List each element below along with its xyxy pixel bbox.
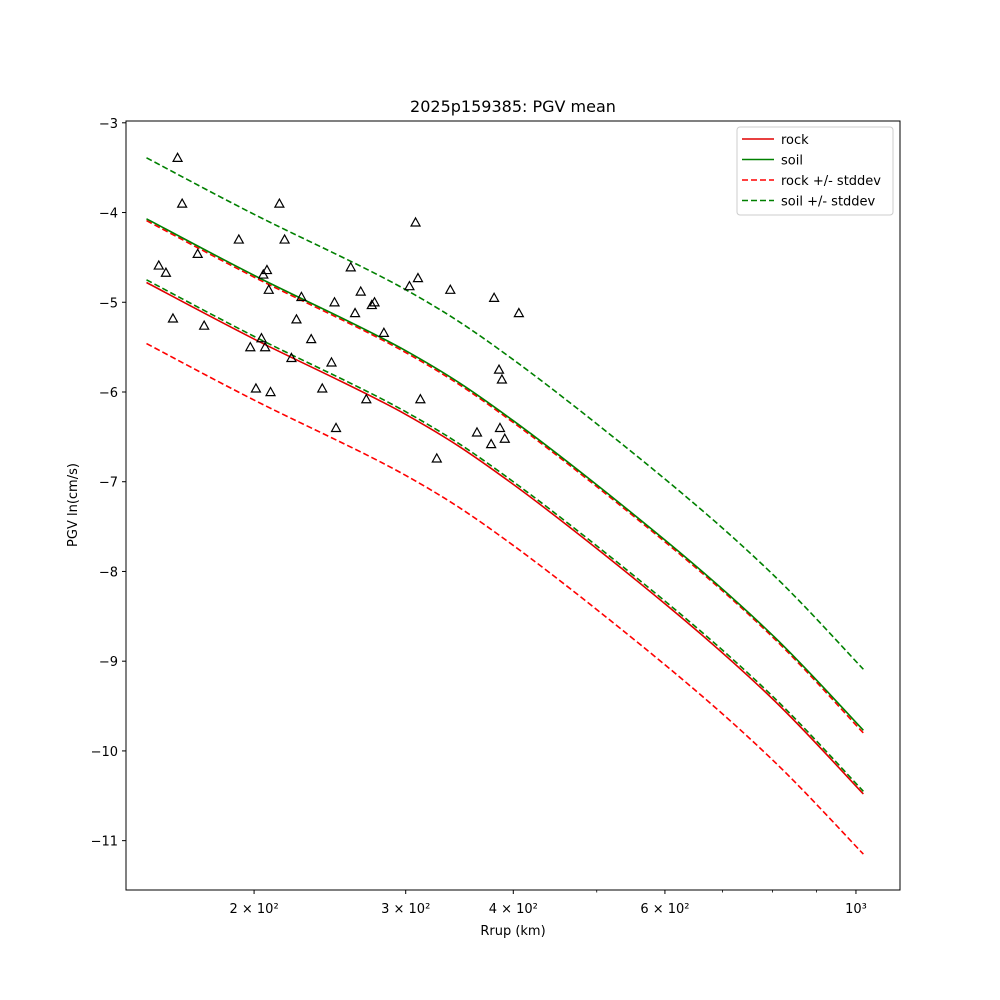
y-tick-label: −11 bbox=[91, 835, 118, 850]
data-point bbox=[513, 307, 525, 318]
legend: rock soil rock +/- stddev soil +/- stddev bbox=[736, 126, 894, 216]
legend-label: soil bbox=[781, 154, 803, 169]
y-tick-label: −6 bbox=[99, 386, 118, 401]
data-point bbox=[160, 266, 172, 277]
data-point bbox=[279, 233, 291, 244]
legend-label: soil +/- stddev bbox=[781, 195, 876, 210]
data-point bbox=[325, 356, 338, 367]
series-line-soil-minus-stddev bbox=[146, 279, 864, 792]
y-tick-label: −5 bbox=[99, 296, 118, 311]
data-point bbox=[261, 264, 273, 275]
x-tick-label: 2 × 10² bbox=[229, 902, 278, 917]
data-point bbox=[295, 291, 307, 302]
x-tick-label: 6 × 10² bbox=[640, 902, 689, 917]
data-point bbox=[265, 386, 277, 397]
series-line-rock-plus-minus-stddev bbox=[146, 219, 864, 734]
data-point bbox=[153, 259, 165, 270]
data-point bbox=[290, 313, 302, 324]
y-tick-label: −10 bbox=[91, 745, 118, 760]
series-line-rock-minus-stddev bbox=[146, 342, 864, 855]
x-tick-label: 3 × 10² bbox=[381, 902, 430, 917]
series-line-soil bbox=[146, 218, 864, 731]
data-point bbox=[494, 422, 506, 433]
data-point bbox=[255, 332, 267, 343]
data-point bbox=[330, 422, 342, 433]
data-point bbox=[403, 280, 415, 291]
legend-box bbox=[736, 126, 894, 216]
data-point bbox=[444, 283, 456, 294]
y-tick-label: −8 bbox=[99, 565, 118, 580]
legend-label: rock bbox=[781, 133, 809, 148]
data-point bbox=[263, 283, 275, 294]
data-point bbox=[285, 352, 297, 363]
data-point bbox=[192, 248, 204, 258]
data-point bbox=[273, 197, 285, 208]
data-point bbox=[250, 382, 262, 393]
data-point bbox=[244, 341, 256, 352]
data-point bbox=[360, 393, 372, 404]
x-axis-label: Rrup (km) bbox=[480, 924, 545, 939]
data-point bbox=[378, 327, 390, 337]
data-point bbox=[410, 216, 422, 227]
data-point bbox=[369, 296, 381, 307]
data-point bbox=[233, 233, 245, 244]
data-point bbox=[345, 261, 357, 272]
series-line-soil-plus-minus-stddev bbox=[146, 157, 864, 670]
y-tick-label: −9 bbox=[99, 655, 118, 670]
data-point bbox=[471, 426, 483, 437]
chart-title: 2025p159385: PGV mean bbox=[410, 97, 616, 116]
data-point bbox=[316, 382, 328, 393]
data-point bbox=[349, 307, 361, 318]
plot-frame bbox=[125, 120, 901, 891]
y-tick-label: −7 bbox=[99, 476, 118, 491]
data-point bbox=[412, 272, 424, 283]
data-point bbox=[493, 363, 505, 374]
y-tick-label: −4 bbox=[99, 207, 118, 222]
x-tick-label: 4 × 10² bbox=[489, 902, 538, 917]
data-point bbox=[259, 341, 271, 352]
y-tick-label: −3 bbox=[99, 117, 118, 132]
x-tick-label: 10³ bbox=[845, 902, 867, 917]
data-point bbox=[366, 299, 378, 310]
data-point bbox=[172, 152, 184, 162]
data-point bbox=[167, 312, 179, 323]
legend-label: rock +/- stddev bbox=[781, 174, 881, 189]
data-point bbox=[329, 296, 341, 307]
data-point bbox=[305, 333, 317, 344]
data-point bbox=[198, 319, 210, 330]
data-point bbox=[414, 393, 426, 404]
data-point bbox=[431, 452, 443, 463]
series-line-rock bbox=[146, 281, 864, 795]
data-point bbox=[499, 432, 511, 443]
data-point bbox=[355, 285, 367, 296]
data-point bbox=[176, 197, 188, 208]
plot-area: −3 −4 −5 −6 −7 −8 −9 −10 −11 2 × 10² 3 × 10² 4 × 10… bbox=[91, 117, 901, 917]
data-point bbox=[496, 373, 508, 384]
y-axis-label: PGV ln(cm/s) bbox=[66, 463, 81, 547]
data-point bbox=[488, 292, 500, 302]
data-point bbox=[485, 438, 497, 449]
